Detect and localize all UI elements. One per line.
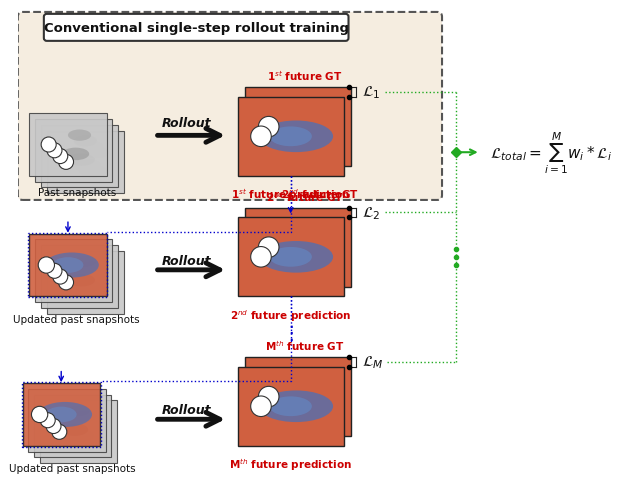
Ellipse shape (74, 136, 97, 147)
FancyBboxPatch shape (29, 114, 106, 177)
Circle shape (52, 270, 68, 285)
Text: $\mathcal{L}_M$: $\mathcal{L}_M$ (362, 354, 383, 370)
Circle shape (40, 413, 55, 428)
Circle shape (41, 138, 56, 153)
Circle shape (46, 419, 61, 434)
Text: Rollout: Rollout (162, 403, 211, 416)
Ellipse shape (79, 142, 102, 153)
Circle shape (251, 127, 271, 147)
Ellipse shape (68, 154, 95, 166)
Ellipse shape (67, 406, 90, 417)
Ellipse shape (259, 391, 333, 422)
Text: 2$^{nd}$ future GT: 2$^{nd}$ future GT (280, 187, 358, 201)
Circle shape (31, 407, 48, 423)
FancyBboxPatch shape (29, 234, 106, 297)
Ellipse shape (74, 160, 100, 172)
Ellipse shape (73, 435, 100, 448)
Ellipse shape (269, 127, 312, 147)
FancyBboxPatch shape (41, 246, 118, 308)
Circle shape (38, 257, 54, 273)
Circle shape (58, 155, 74, 170)
Ellipse shape (259, 242, 333, 273)
Circle shape (47, 143, 62, 158)
Ellipse shape (45, 253, 99, 278)
Text: 2$^{nd}$ future prediction: 2$^{nd}$ future prediction (230, 307, 351, 323)
FancyBboxPatch shape (41, 125, 118, 188)
FancyBboxPatch shape (18, 13, 442, 200)
FancyBboxPatch shape (245, 88, 351, 167)
Ellipse shape (46, 407, 77, 423)
FancyBboxPatch shape (35, 120, 112, 182)
Circle shape (259, 387, 279, 407)
Ellipse shape (38, 402, 92, 427)
Text: M$^{th}$ future GT: M$^{th}$ future GT (266, 339, 345, 352)
Ellipse shape (85, 148, 108, 159)
Circle shape (52, 149, 68, 164)
Text: Updated past snapshots: Updated past snapshots (10, 463, 136, 473)
Ellipse shape (68, 130, 91, 141)
FancyBboxPatch shape (34, 395, 111, 457)
Text: $\mathcal{L}_1$: $\mathcal{L}_1$ (362, 84, 380, 101)
Ellipse shape (277, 118, 319, 137)
Ellipse shape (259, 121, 333, 153)
Ellipse shape (79, 166, 106, 178)
FancyBboxPatch shape (44, 15, 349, 42)
Text: ⋮: ⋮ (281, 324, 300, 343)
Text: Rollout: Rollout (162, 254, 211, 267)
Text: Updated past snapshots: Updated past snapshots (13, 314, 140, 324)
Ellipse shape (52, 257, 83, 273)
Circle shape (47, 264, 62, 279)
Ellipse shape (269, 396, 312, 416)
FancyBboxPatch shape (22, 383, 100, 446)
Ellipse shape (269, 247, 312, 267)
Text: Conventional single-step rollout training: Conventional single-step rollout trainin… (44, 22, 349, 35)
Ellipse shape (266, 232, 340, 263)
Ellipse shape (266, 381, 340, 412)
FancyBboxPatch shape (237, 218, 344, 297)
Circle shape (58, 275, 74, 290)
FancyBboxPatch shape (237, 98, 344, 177)
Circle shape (251, 396, 271, 417)
Ellipse shape (61, 424, 88, 436)
Text: 1$^{st}$ future GT: 1$^{st}$ future GT (268, 69, 343, 83)
Ellipse shape (62, 148, 89, 161)
Text: $\mathcal{L}_{total} = \sum_{i=1}^{M} w_i * \mathcal{L}_i$: $\mathcal{L}_{total} = \sum_{i=1}^{M} w_… (490, 130, 612, 176)
Text: 1$^{st}$ future prediction: 1$^{st}$ future prediction (231, 187, 350, 203)
Ellipse shape (79, 262, 102, 273)
FancyBboxPatch shape (245, 357, 351, 436)
Ellipse shape (79, 417, 102, 428)
Circle shape (259, 117, 279, 137)
FancyBboxPatch shape (35, 240, 112, 302)
Ellipse shape (79, 286, 106, 299)
Ellipse shape (277, 238, 319, 257)
Ellipse shape (266, 112, 340, 143)
Ellipse shape (74, 256, 97, 268)
Ellipse shape (73, 411, 96, 423)
Circle shape (251, 247, 271, 268)
Ellipse shape (74, 280, 100, 293)
Ellipse shape (68, 274, 95, 287)
Text: Past snapshots: Past snapshots (38, 188, 116, 198)
Circle shape (259, 238, 279, 258)
Text: 2$^{nd}$ future GT: 2$^{nd}$ future GT (266, 190, 344, 203)
FancyBboxPatch shape (40, 401, 117, 463)
Ellipse shape (67, 429, 94, 442)
Circle shape (52, 424, 67, 439)
Text: Rollout: Rollout (162, 117, 211, 130)
Text: $\mathcal{L}_2$: $\mathcal{L}_2$ (362, 205, 380, 221)
FancyBboxPatch shape (47, 131, 124, 194)
FancyBboxPatch shape (245, 208, 351, 287)
FancyBboxPatch shape (28, 389, 106, 452)
Ellipse shape (85, 268, 108, 279)
Ellipse shape (277, 387, 319, 407)
FancyBboxPatch shape (237, 367, 344, 446)
FancyBboxPatch shape (47, 252, 124, 314)
Text: M$^{th}$ future prediction: M$^{th}$ future prediction (229, 456, 352, 472)
